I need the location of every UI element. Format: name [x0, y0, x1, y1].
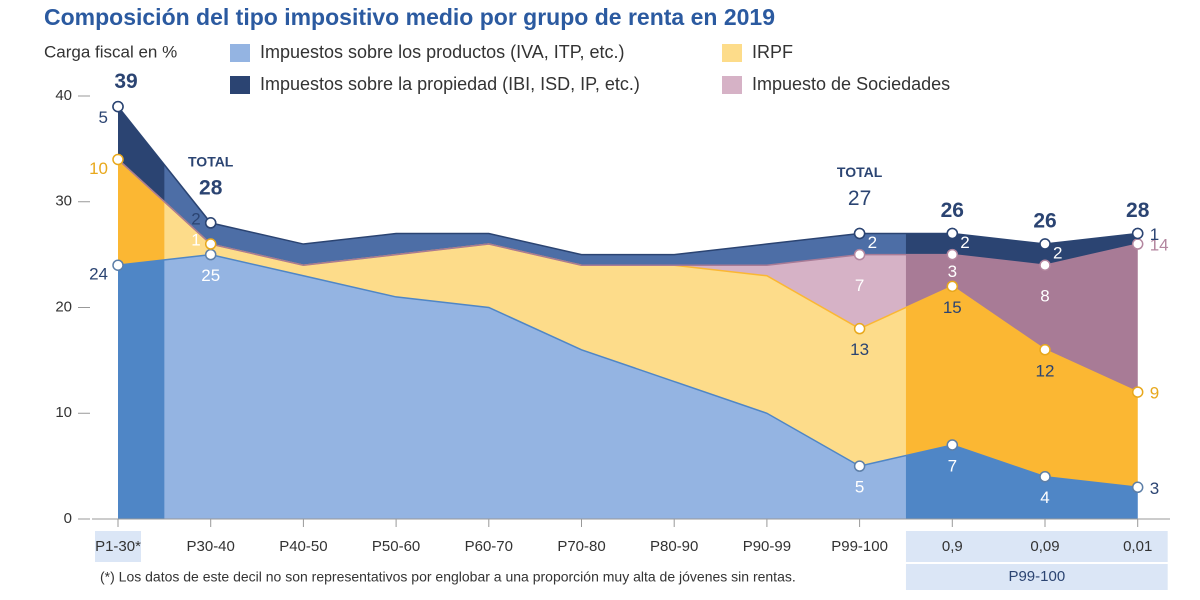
total-value: 27: [848, 187, 871, 210]
x-tick-label: P70-80: [557, 538, 605, 555]
value-label: 25: [201, 266, 220, 285]
value-label: 3: [948, 262, 957, 281]
x-tick-label: P99-100: [831, 538, 888, 555]
value-marker: [1131, 238, 1144, 250]
value-marker: [853, 322, 866, 335]
x-tick-label: 0,9: [942, 538, 963, 555]
value-label: 7: [948, 456, 957, 475]
value-label: 1: [191, 231, 200, 250]
x-tick-label: P90-99: [743, 538, 791, 555]
area-edge: [117, 106, 1138, 256]
value-marker: [853, 460, 866, 472]
value-label: 7: [855, 276, 864, 295]
area-edge: [117, 158, 1138, 266]
legend-label: Impuestos sobre la propiedad (IBI, ISD, …: [260, 74, 640, 94]
value-marker: [946, 280, 959, 293]
category-highlight: [95, 531, 141, 562]
value-marker: [1039, 470, 1051, 483]
total-value: 39: [114, 70, 137, 93]
area-highlight: [118, 159, 1138, 393]
value-label: 10: [89, 159, 108, 178]
x-tick-label: P80-90: [650, 538, 698, 555]
value-label: 2: [191, 209, 200, 228]
value-label: 5: [99, 108, 108, 127]
legend-label: Impuestos sobre los productos (IVA, ITP,…: [260, 42, 625, 62]
value-label: 2: [1053, 244, 1062, 263]
total-value: 28: [199, 176, 223, 199]
value-marker: [946, 439, 959, 451]
value-marker: [1131, 386, 1144, 398]
x-tick-label: P40-50: [279, 538, 327, 555]
value-marker: [1039, 259, 1051, 271]
legend-swatch: [230, 76, 250, 94]
y-tick-label: 30: [55, 193, 72, 210]
area: [118, 159, 1138, 488]
total-marker: [204, 217, 217, 229]
group-box: [905, 564, 1168, 590]
value-marker: [1131, 481, 1144, 494]
total-label: TOTAL: [837, 164, 883, 180]
value-label: 15: [943, 298, 962, 317]
total-marker: [853, 227, 866, 240]
value-marker: [204, 238, 217, 250]
value-marker: [112, 259, 124, 271]
value-marker: [204, 248, 217, 261]
legend-label: Impuesto de Sociedades: [752, 74, 950, 94]
y-tick-label: 0: [64, 510, 72, 527]
legend-label: IRPF: [752, 42, 793, 62]
x-tick-label: P60-70: [465, 538, 513, 555]
total-marker: [946, 227, 959, 240]
y-tick-label: 10: [55, 404, 72, 421]
value-marker: [853, 248, 866, 261]
x-tick-label: P50-60: [372, 538, 420, 555]
y-tick-label: 20: [55, 298, 72, 315]
legend-swatch: [722, 76, 742, 94]
total-value: 26: [1033, 210, 1056, 233]
legend-swatch: [230, 44, 250, 62]
value-label: 9: [1150, 384, 1159, 403]
area: [118, 254, 1138, 519]
total-marker: [1039, 238, 1051, 250]
total-value: 26: [941, 199, 964, 222]
legend-swatch: [722, 44, 742, 62]
total-marker: [1131, 227, 1144, 240]
y-tick-label: 40: [55, 87, 72, 104]
value-label: 3: [1150, 479, 1159, 498]
value-marker: [946, 248, 959, 261]
total-value: 28: [1126, 199, 1150, 222]
area-highlight: [118, 106, 1138, 266]
value-label: 14: [1150, 236, 1169, 255]
x-tick-label: 0,01: [1123, 538, 1152, 555]
value-label: 2: [960, 233, 969, 252]
group-label: P99-100: [1008, 568, 1065, 585]
total-label: TOTAL: [188, 154, 234, 170]
value-label: 1: [1150, 225, 1159, 244]
value-label: 24: [89, 265, 108, 284]
chart-title: Composición del tipo impositivo medio po…: [44, 4, 775, 30]
footnote: (*) Los datos de este decil no son repre…: [100, 569, 796, 585]
category-highlight: [905, 531, 1168, 562]
area-edge: [117, 253, 1138, 489]
value-marker: [1039, 344, 1051, 356]
value-label: 12: [1036, 361, 1055, 380]
value-label: 8: [1040, 287, 1049, 306]
value-label: 5: [855, 478, 864, 497]
total-marker: [112, 100, 124, 113]
x-tick-label: P1-30*: [95, 538, 141, 555]
value-marker: [112, 153, 124, 166]
value-label: 4: [1040, 488, 1049, 507]
x-tick-label: P30-40: [187, 538, 235, 555]
value-label: 2: [868, 233, 877, 252]
x-tick-label: 0,09: [1030, 538, 1059, 555]
value-label: 13: [850, 340, 869, 359]
y-axis-label: Carga fiscal en %: [44, 42, 177, 61]
